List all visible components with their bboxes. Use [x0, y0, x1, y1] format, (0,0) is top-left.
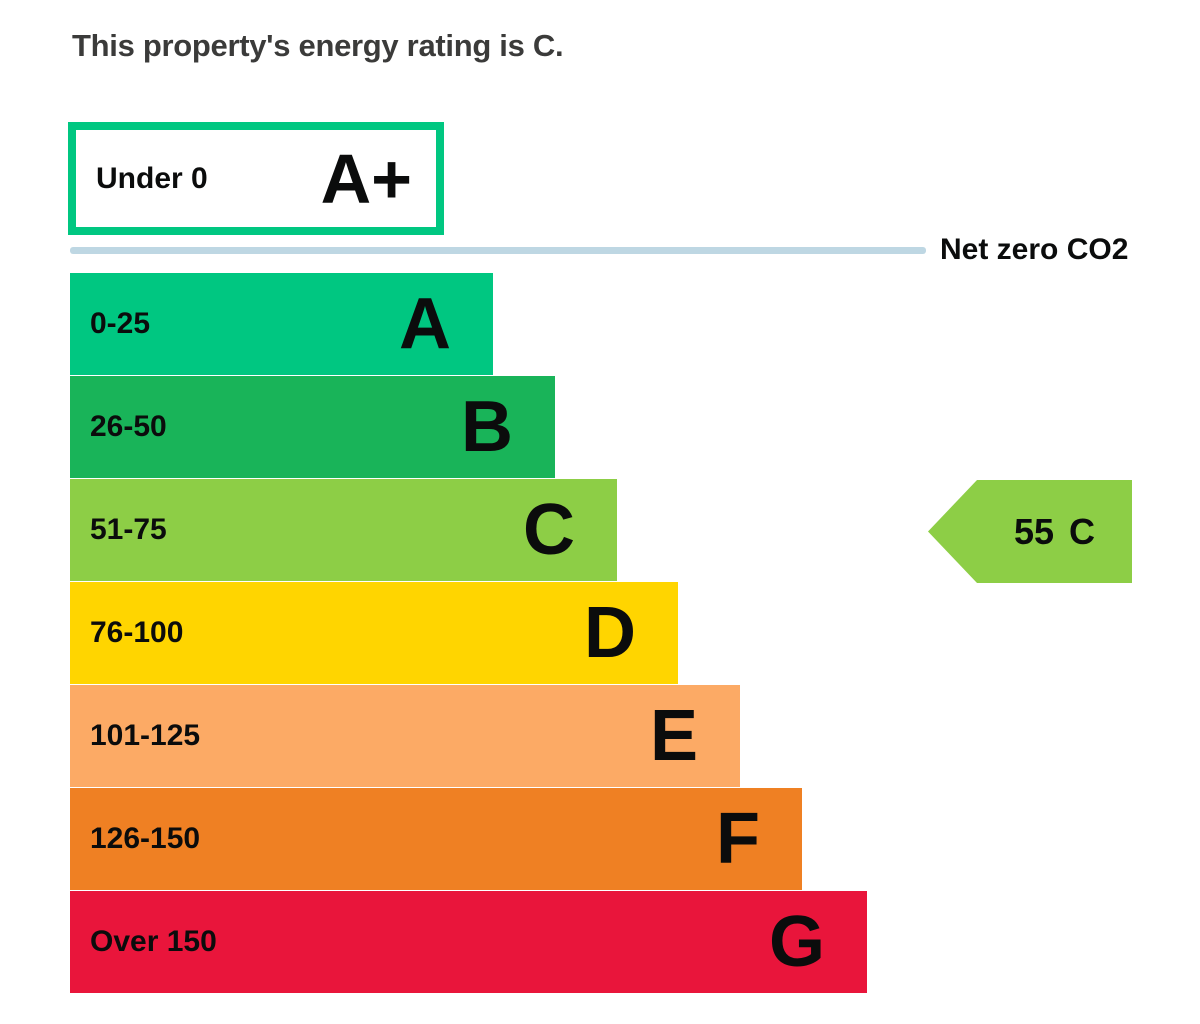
- band-row-b: 26-50 B: [70, 376, 555, 478]
- rating-pointer-arrow-shape: [928, 480, 1132, 583]
- rating-value: 55: [1013, 510, 1055, 552]
- band-range-label: 101-125: [90, 719, 201, 752]
- rating-pointer-label: 55 C: [977, 480, 1132, 583]
- band-letter-label: A+: [320, 139, 412, 218]
- band-row-e: 101-125 E: [70, 685, 740, 787]
- rating-pointer-arrow-icon: [928, 480, 1132, 583]
- band-letter-label: C: [523, 490, 575, 570]
- rating-letter: C: [1069, 510, 1096, 552]
- page-title: This property's energy rating is C.: [72, 28, 564, 63]
- net-zero-row: Net zero CO2: [70, 233, 1128, 267]
- band-row-a-plus: Under 0 A+: [68, 122, 444, 235]
- band-row-d: 76-100 D: [70, 582, 678, 684]
- band-letter-label: F: [716, 799, 760, 879]
- band-letter-label: B: [461, 387, 513, 467]
- rating-bands: 0-25 A 26-50 B 51-75 C 76-100 D 101-125 …: [70, 273, 867, 994]
- band-range-label: 76-100: [90, 616, 184, 649]
- band-row-a: 0-25 A: [70, 273, 493, 375]
- band-range-label: 26-50: [90, 410, 167, 443]
- rating-pointer: 55 C: [928, 480, 1132, 583]
- band-range-label: 51-75: [90, 513, 167, 546]
- band-row-c: 51-75 C: [70, 479, 617, 581]
- band-letter-label: D: [584, 593, 636, 673]
- net-zero-label: Net zero CO2: [940, 233, 1129, 266]
- band-letter-label: G: [768, 902, 825, 982]
- net-zero-line: [70, 246, 926, 254]
- band-range-label: 0-25: [90, 307, 151, 340]
- band-letter-label: A: [399, 284, 451, 364]
- band-range-label: Over 150: [90, 925, 217, 958]
- band-row-f: 126-150 F: [70, 788, 802, 890]
- band-letter-label: E: [649, 696, 698, 776]
- band-range-label: Under 0: [96, 161, 208, 195]
- band-row-g: Over 150 G: [70, 891, 867, 993]
- band-range-label: 126-150: [90, 822, 201, 855]
